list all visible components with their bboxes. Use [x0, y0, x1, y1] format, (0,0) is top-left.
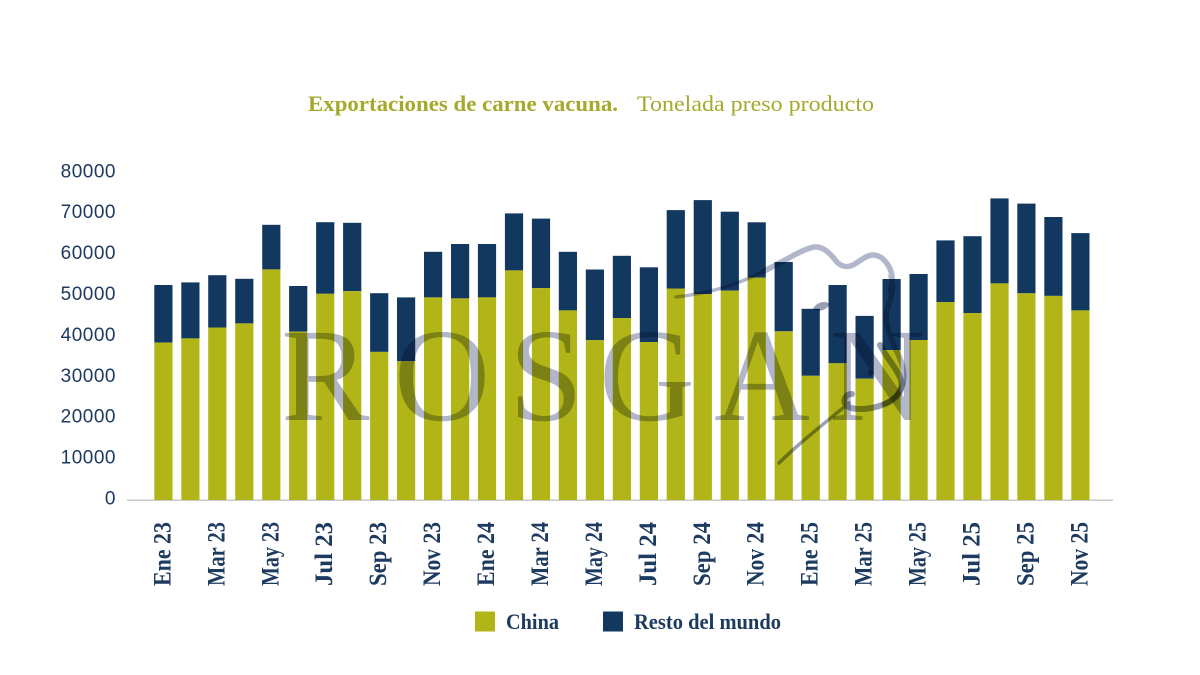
svg-text:10000: 10000	[61, 448, 116, 469]
svg-text:Nov 25: Nov 25	[1066, 522, 1093, 586]
svg-text:Nov 23: Nov 23	[419, 522, 446, 586]
svg-text:Ene 23: Ene 23	[149, 522, 176, 586]
svg-text:May 23: May 23	[257, 522, 284, 586]
svg-text:May 24: May 24	[581, 522, 608, 586]
svg-text:Ene 25: Ene 25	[797, 522, 824, 586]
svg-text:China: China	[506, 609, 559, 634]
svg-text:30000: 30000	[61, 366, 116, 387]
svg-text:40000: 40000	[61, 325, 116, 346]
svg-text:Nov 24: Nov 24	[743, 522, 770, 586]
svg-text:Ene 24: Ene 24	[473, 522, 500, 586]
svg-text:Jul 23: Jul 23	[311, 522, 338, 586]
svg-text:0: 0	[105, 489, 116, 510]
svg-text:Resto del mundo: Resto del mundo	[634, 609, 781, 634]
svg-text:Sep 24: Sep 24	[689, 522, 716, 586]
svg-text:Mar 25: Mar 25	[851, 522, 878, 586]
svg-text:Jul 24: Jul 24	[635, 522, 662, 586]
svg-text:Exportaciones de carne vacuna.: Exportaciones de carne vacuna.	[308, 91, 618, 116]
svg-text:Mar 24: Mar 24	[527, 522, 554, 586]
svg-text:80000: 80000	[61, 161, 116, 182]
svg-text:Jul 25: Jul 25	[959, 522, 986, 586]
svg-text:50000: 50000	[61, 284, 116, 305]
svg-text:Sep 23: Sep 23	[365, 522, 392, 586]
svg-text:70000: 70000	[61, 202, 116, 223]
svg-text:Mar 23: Mar 23	[203, 522, 230, 586]
svg-text:60000: 60000	[61, 243, 116, 264]
svg-text:Tonelada preso producto: Tonelada preso producto	[637, 91, 874, 116]
svg-text:20000: 20000	[61, 407, 116, 428]
svg-text:May 25: May 25	[905, 522, 932, 586]
svg-text:Sep 25: Sep 25	[1012, 522, 1039, 586]
